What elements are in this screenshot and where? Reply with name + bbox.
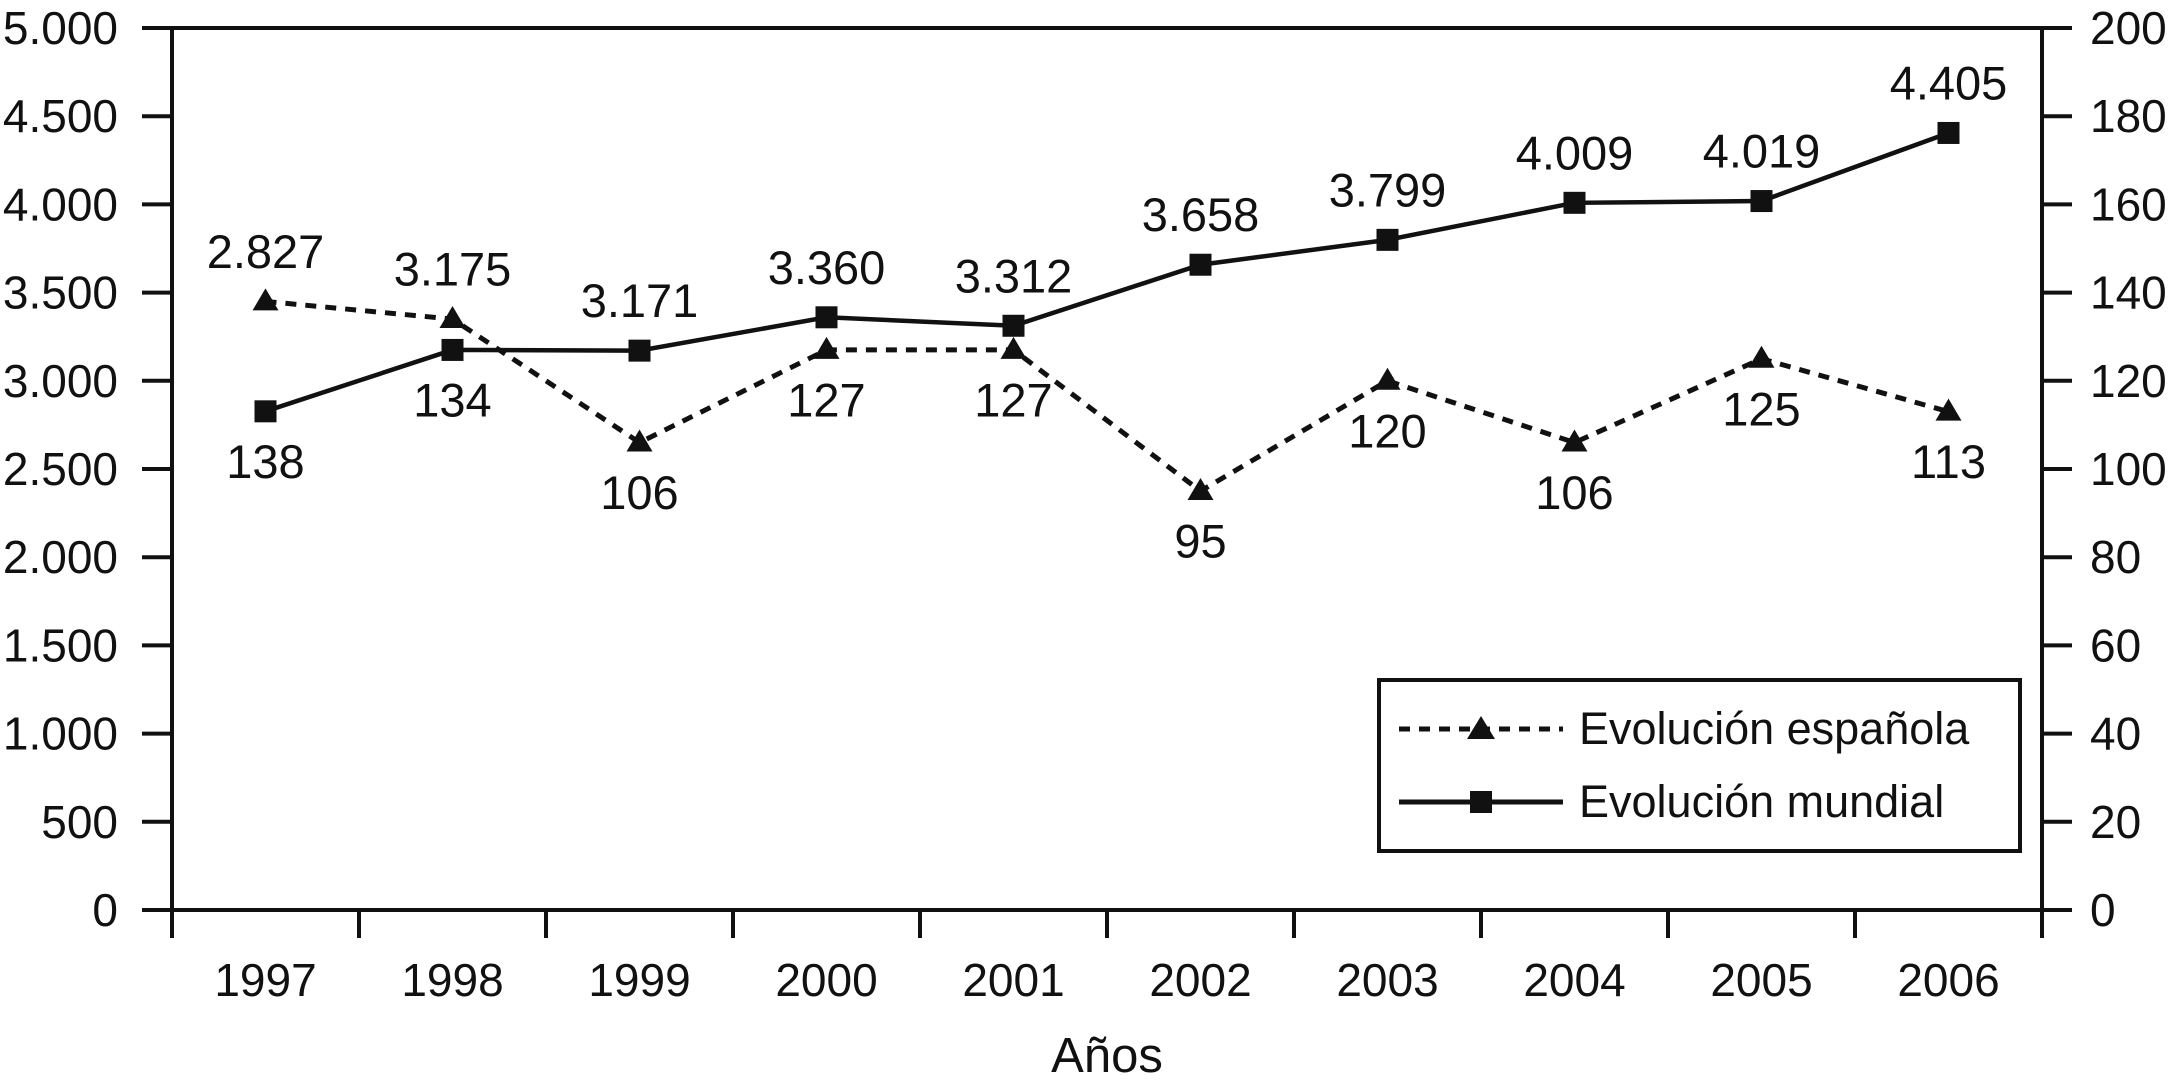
data-label: 127 bbox=[787, 373, 865, 426]
y-axis-left-tick-label: 500 bbox=[41, 796, 118, 848]
square-marker bbox=[1937, 121, 1960, 144]
x-axis-category-label: 1998 bbox=[401, 954, 503, 1006]
triangle-marker bbox=[1935, 398, 1962, 421]
data-label: 4.405 bbox=[1890, 56, 2008, 109]
square-marker bbox=[1002, 314, 1025, 337]
legend-label-espanola: Evolución española bbox=[1579, 703, 1970, 754]
legend-item-mundial: Evolución mundial bbox=[1381, 776, 2018, 828]
data-label: 3.658 bbox=[1142, 188, 1260, 241]
legend-item-espanola: Evolución española bbox=[1381, 703, 2018, 755]
data-label: 125 bbox=[1722, 382, 1800, 435]
triangle-marker bbox=[439, 306, 466, 329]
triangle-marker bbox=[1000, 336, 1027, 359]
series-line-mundial bbox=[264, 130, 1950, 414]
square-marker bbox=[1189, 253, 1212, 276]
data-label: 113 bbox=[1911, 435, 1986, 488]
series-line-espanola bbox=[265, 298, 1950, 495]
y-axis-right-tick-label: 40 bbox=[2090, 708, 2141, 760]
square-marker bbox=[254, 400, 277, 423]
x-axis-category-label: 2004 bbox=[1523, 954, 1625, 1006]
y-axis-right-tick-label: 200 bbox=[2090, 2, 2167, 54]
data-label: 4.019 bbox=[1703, 125, 1821, 178]
square-marker bbox=[441, 338, 464, 361]
triangle-marker bbox=[1187, 478, 1214, 501]
square-marker bbox=[628, 339, 651, 362]
y-axis-left-tick-label: 3.500 bbox=[3, 267, 118, 319]
y-axis-left-tick-label: 1.500 bbox=[3, 619, 118, 671]
y-axis-right-tick-label: 0 bbox=[2090, 884, 2116, 936]
y-axis-right-tick-label: 160 bbox=[2090, 178, 2167, 230]
y-axis-right-tick-label: 100 bbox=[2090, 443, 2167, 495]
data-label: 127 bbox=[974, 373, 1052, 426]
y-axis-right-tick-label: 120 bbox=[2090, 355, 2167, 407]
y-axis-right-tick-label: 180 bbox=[2090, 90, 2167, 142]
x-axis-category-label: 2002 bbox=[1149, 954, 1251, 1006]
x-axis-category-label: 1999 bbox=[588, 954, 690, 1006]
triangle-marker bbox=[1374, 367, 1401, 390]
y-axis-left-tick-label: 5.000 bbox=[3, 2, 118, 54]
data-label: 138 bbox=[226, 435, 304, 488]
x-axis-title: Años bbox=[1051, 1029, 1163, 1083]
square-marker bbox=[815, 306, 838, 329]
x-axis-category-label: 2001 bbox=[962, 954, 1064, 1006]
data-label: 2.827 bbox=[207, 225, 325, 278]
data-label: 106 bbox=[1535, 466, 1613, 519]
triangle-marker bbox=[626, 429, 653, 452]
data-label: 95 bbox=[1174, 515, 1226, 568]
y-axis-right-tick-label: 80 bbox=[2090, 531, 2141, 583]
solid-line-square-icon bbox=[1399, 791, 1563, 813]
triangle-marker bbox=[813, 336, 840, 359]
y-axis-left-tick-label: 3.000 bbox=[3, 355, 118, 407]
dashed-line-triangle-icon bbox=[1399, 716, 1563, 739]
x-axis-category-label: 1997 bbox=[214, 954, 316, 1006]
y-axis-left-tick-label: 2.000 bbox=[3, 531, 118, 583]
y-axis-left-tick-label: 0 bbox=[92, 884, 118, 936]
y-axis-left-tick-label: 4.500 bbox=[3, 90, 118, 142]
data-label: 3.312 bbox=[955, 249, 1073, 302]
y-axis-left-tick-label: 4.000 bbox=[3, 178, 118, 230]
triangle-marker bbox=[1748, 345, 1775, 368]
square-marker bbox=[1563, 191, 1586, 214]
data-label: 106 bbox=[600, 466, 678, 519]
x-axis-category-label: 2006 bbox=[1897, 954, 1999, 1006]
x-axis-category-label: 2003 bbox=[1336, 954, 1438, 1006]
data-label: 3.171 bbox=[581, 274, 699, 327]
x-axis-category-label: 2005 bbox=[1710, 954, 1812, 1006]
y-axis-right-tick-label: 60 bbox=[2090, 619, 2141, 671]
y-axis-right-tick-label: 140 bbox=[2090, 267, 2167, 319]
triangle-marker bbox=[252, 288, 279, 311]
y-axis-left-tick-label: 1.000 bbox=[3, 708, 118, 760]
data-label: 4.009 bbox=[1516, 126, 1634, 179]
triangle-marker bbox=[1561, 429, 1588, 452]
data-label: 120 bbox=[1348, 404, 1426, 457]
square-marker bbox=[1750, 190, 1773, 213]
x-axis-category-label: 2000 bbox=[775, 954, 877, 1006]
data-label: 3.799 bbox=[1329, 163, 1447, 216]
data-label: 3.175 bbox=[394, 243, 512, 296]
y-axis-left-tick-label: 2.500 bbox=[3, 443, 118, 495]
legend-label-mundial: Evolución mundial bbox=[1579, 776, 1945, 827]
legend: Evolución española Evolución mundial bbox=[1377, 678, 2022, 853]
data-label: 134 bbox=[413, 373, 491, 426]
data-label: 3.360 bbox=[768, 241, 886, 294]
y-axis-right-tick-label: 20 bbox=[2090, 796, 2141, 848]
square-marker bbox=[1376, 228, 1399, 251]
